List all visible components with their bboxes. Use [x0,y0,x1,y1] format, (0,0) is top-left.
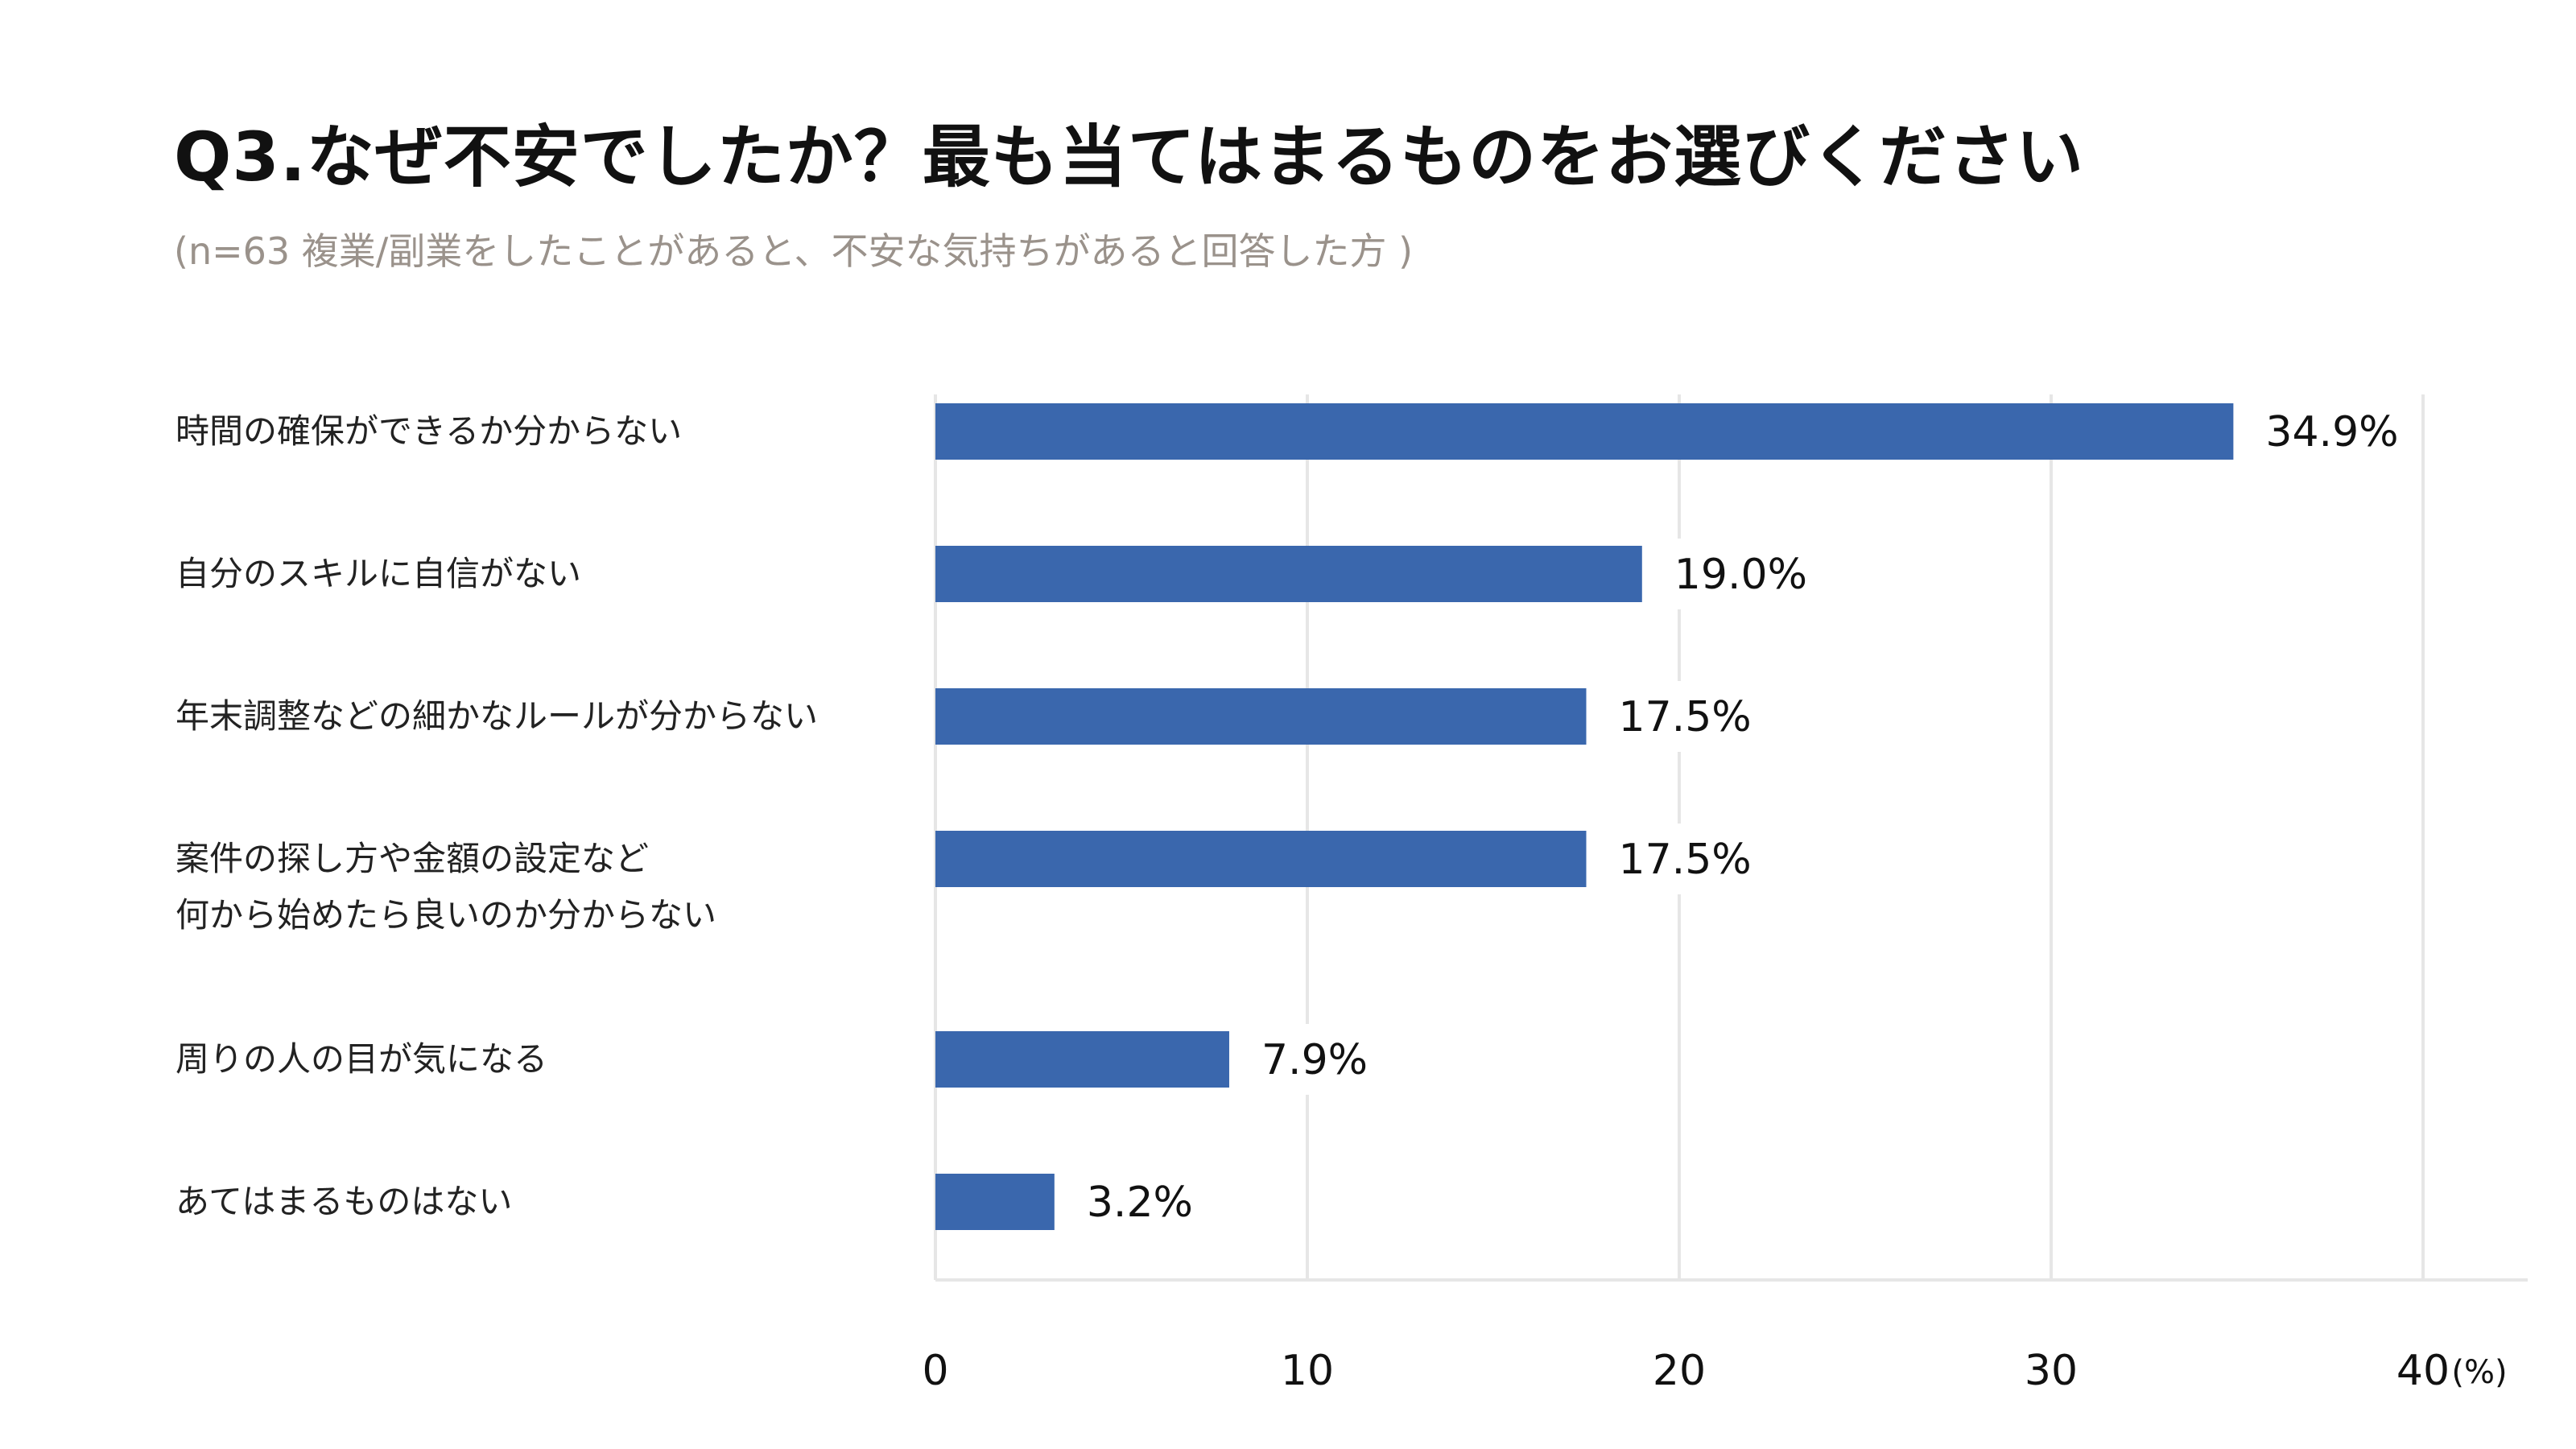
category-label-line: 時間の確保ができるか分からない [175,411,683,451]
category-label: 年末調整などの細かなルールが分からない [175,688,818,745]
category-label-line: 何から始めたら良いのか分からない [175,895,717,935]
category-label: 自分のスキルに自信がない [175,546,581,602]
chart-title: Q3.なぜ不安でしたか？最も当てはまるものをお選びください [174,118,2085,196]
value-label-background [1248,1024,1364,1095]
value-label: 17.5% [1619,693,1752,741]
category-label-line: 年末調整などの細かなルールが分からない [175,696,819,736]
chart-subtitle: (n=63 複業/副業をしたことがあると、不安な気持ちがあると回答した方 ) [174,229,1414,273]
bar [935,546,1642,602]
value-label: 17.5% [1619,836,1752,884]
category-label-line: 周りの人の目が気になる [175,1039,548,1079]
x-tick-label: 40 [2396,1347,2450,1395]
value-label-background [1605,824,1746,894]
value-label-background [2252,396,2393,467]
value-label: 3.2% [1087,1179,1193,1227]
value-label: 19.0% [1674,551,1807,599]
category-label-line: 案件の探し方や金額の設定など [175,839,650,878]
value-label: 7.9% [1261,1036,1368,1084]
value-label-background [1661,539,1802,609]
category-label-line: あてはまるものはない [175,1182,513,1221]
value-label-background [1605,681,1746,752]
value-label: 34.9% [2265,408,2398,456]
category-label-line: 自分のスキルに自信がない [175,554,582,593]
x-tick-label: 30 [2025,1347,2078,1395]
value-label-background [1073,1166,1190,1237]
x-tick-label: 20 [1653,1347,1706,1395]
category-label: あてはまるものはない [175,1174,512,1230]
bar [935,1174,1055,1230]
x-tick-label: 0 [922,1347,948,1395]
bar [935,831,1587,887]
bar [935,1031,1229,1088]
category-label: 案件の探し方や金額の設定など何から始めたら良いのか分からない [175,831,716,943]
category-label: 時間の確保ができるか分からない [175,403,682,460]
category-label: 周りの人の目が気になる [175,1031,547,1088]
x-tick-label: 10 [1281,1347,1334,1395]
bar [935,403,2234,460]
bar [935,688,1587,745]
x-unit-label: (%) [2451,1354,2507,1391]
